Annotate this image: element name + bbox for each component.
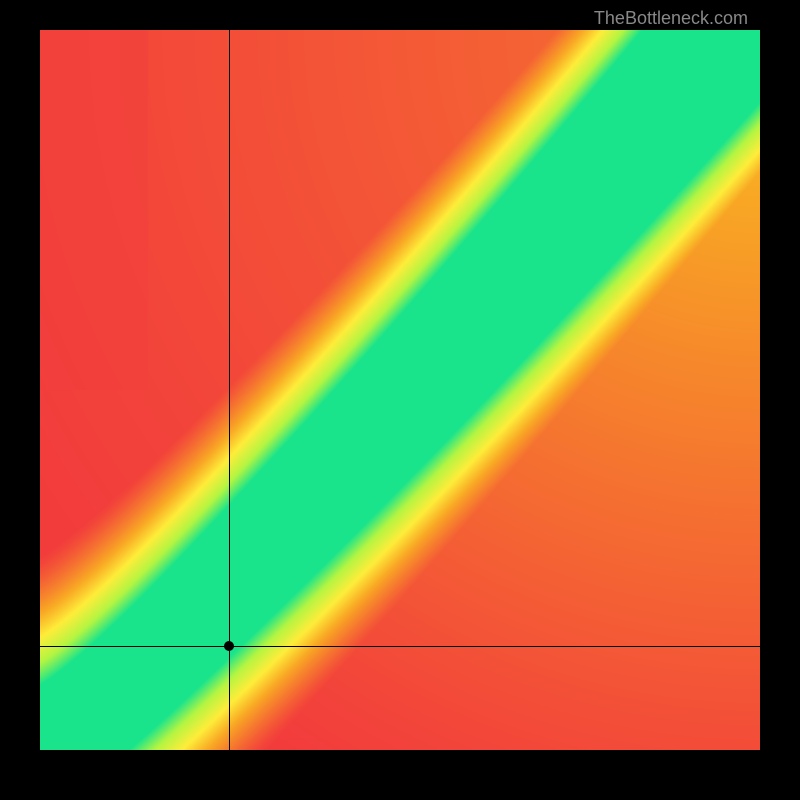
watermark-text: TheBottleneck.com [594,8,748,29]
crosshair-marker-point [224,641,234,651]
crosshair-horizontal-line [40,646,760,647]
bottleneck-heatmap-chart [40,30,760,750]
heatmap-canvas [40,30,760,750]
